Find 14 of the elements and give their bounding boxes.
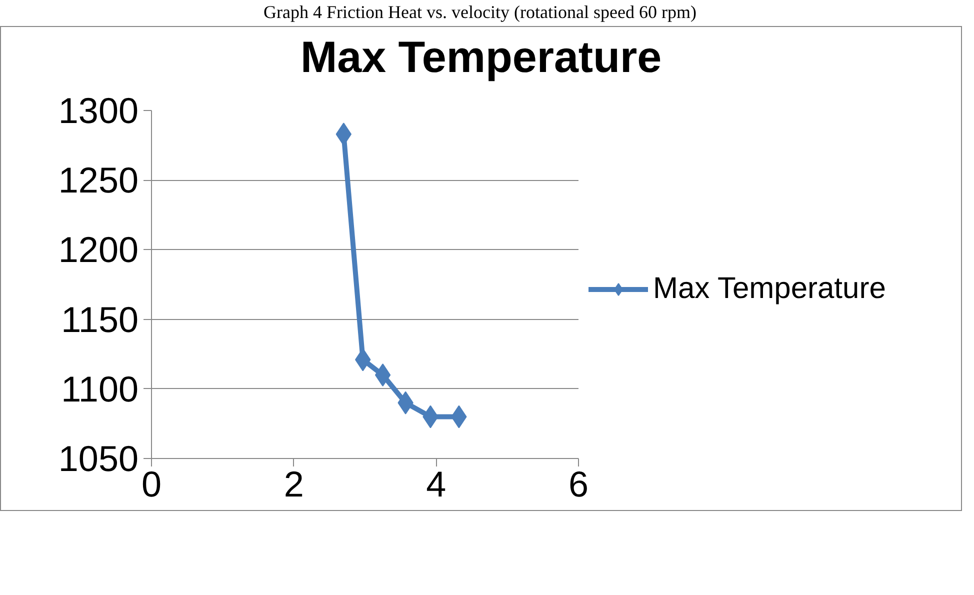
caption: Graph 4 Friction Heat vs. velocity (rotational speed 60 rpm) xyxy=(264,1,696,24)
point xyxy=(374,363,391,386)
chart-title: Max Temperature xyxy=(300,32,662,84)
x-tick-label: 0 xyxy=(141,463,162,504)
y-tick-label: 1150 xyxy=(61,298,139,340)
x-tick-label: 4 xyxy=(426,463,446,504)
y-tick-label: 1200 xyxy=(58,228,139,270)
x-tick-label: 6 xyxy=(568,463,589,504)
y-tick-label: 1100 xyxy=(61,368,139,409)
x-tick-label: 2 xyxy=(284,463,304,504)
y-tick-label: 1300 xyxy=(58,90,139,131)
y-tick-label: 1250 xyxy=(58,159,139,200)
legend-label: Max Temperature xyxy=(653,272,886,306)
y-tick-label: 1050 xyxy=(58,438,139,479)
